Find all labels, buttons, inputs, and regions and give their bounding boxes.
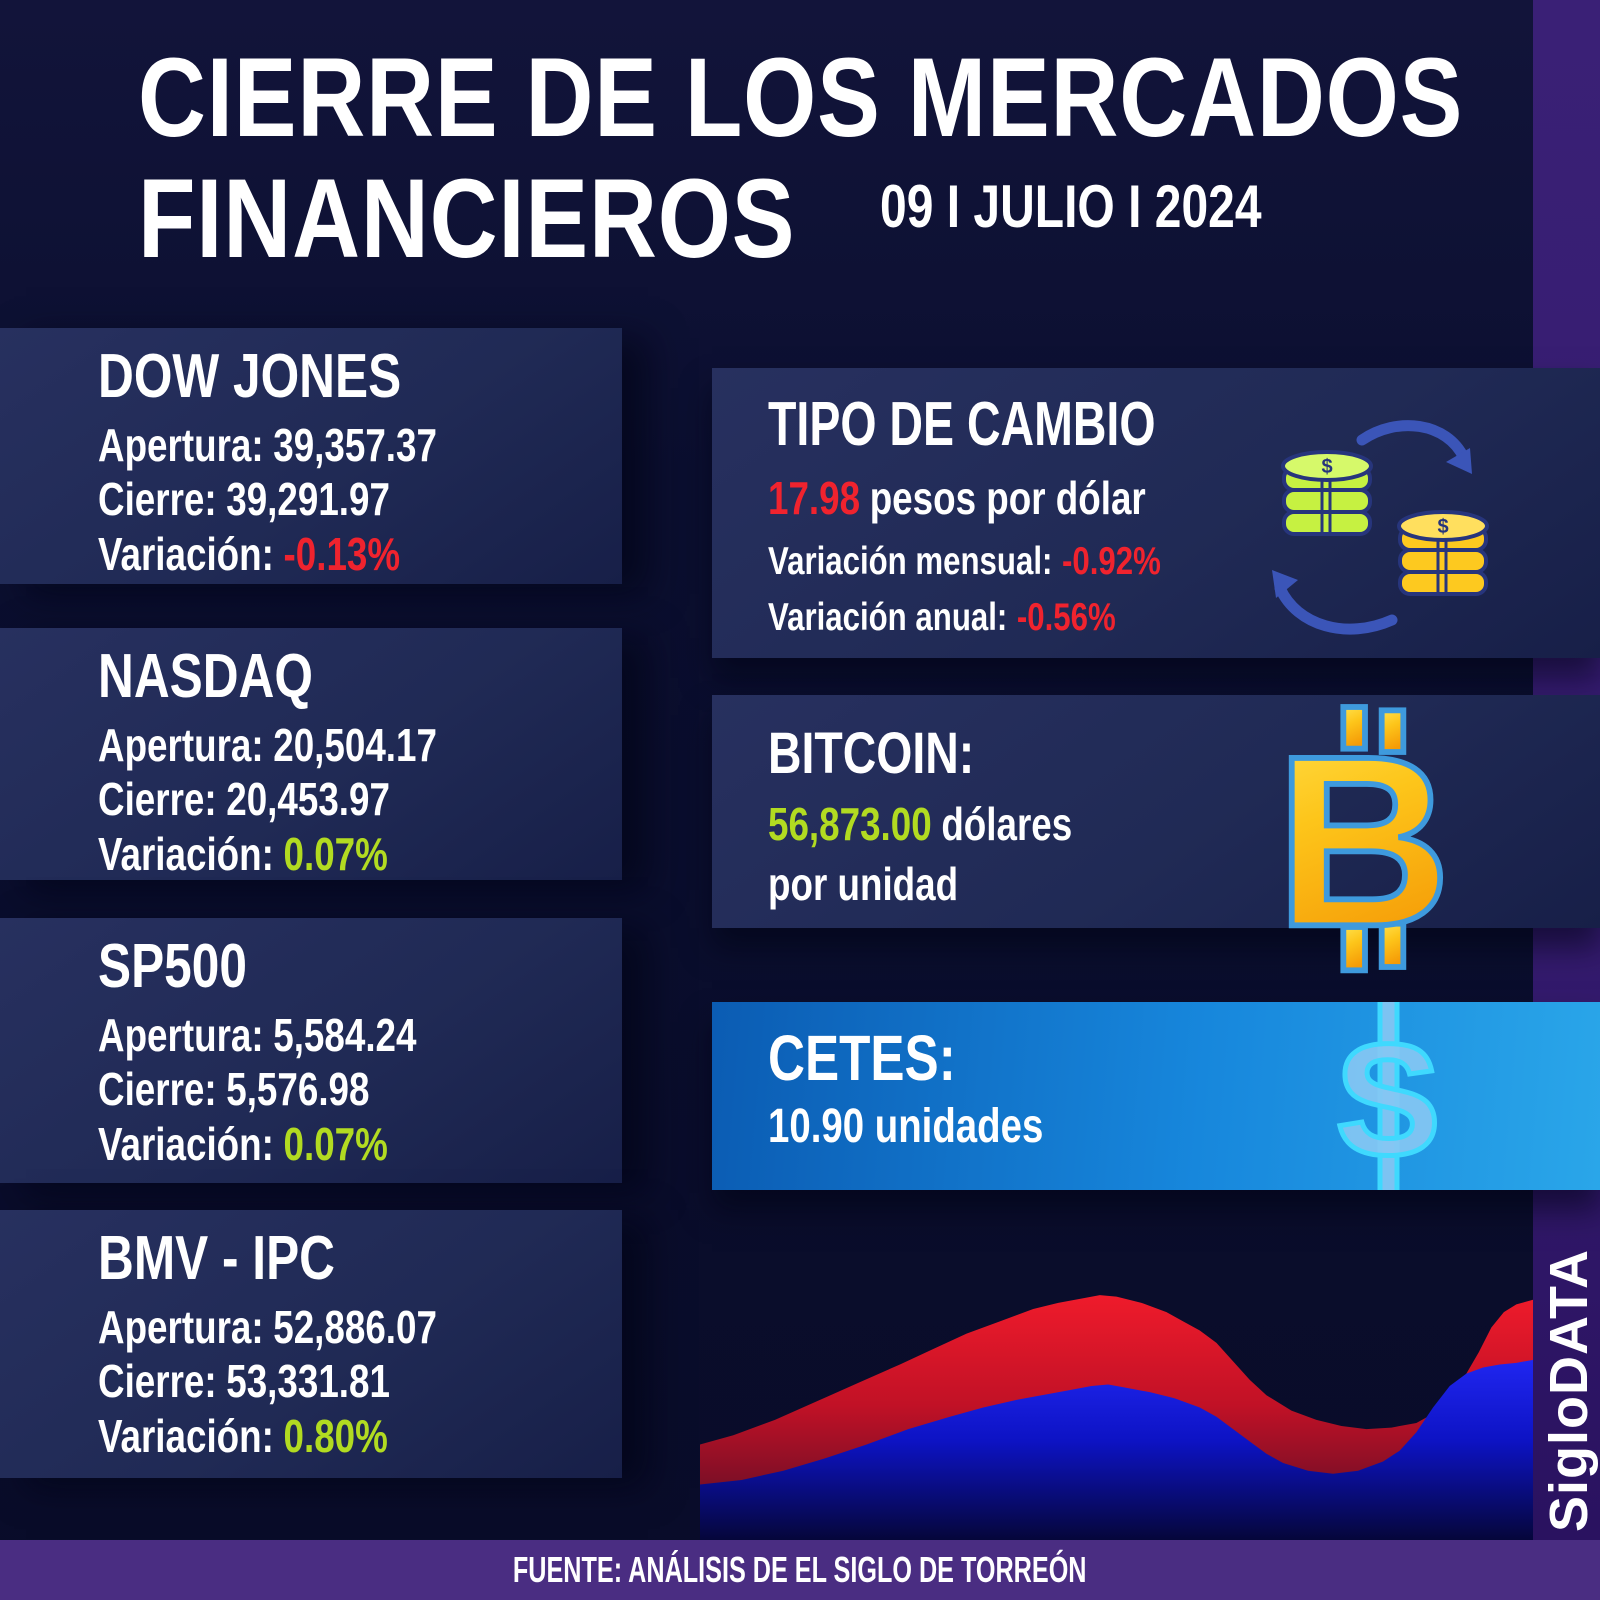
chart-blue-series	[700, 1359, 1533, 1540]
bitcoin-price-row: 56,873.00 dólares	[768, 798, 1073, 850]
index-name: DOW JONES	[98, 342, 402, 411]
gold-coin-stack: $	[1397, 510, 1489, 596]
card-bmv-ipc: BMV - IPC Apertura: 52,886.07 Cierre: 53,3…	[0, 1210, 622, 1478]
cierre-row: Cierre: 5,576.98	[98, 1063, 370, 1116]
brand-vertical-text: SigloDATA	[1539, 1249, 1599, 1532]
exchange-rate-row: 17.98 pesos por dólar	[768, 472, 1146, 524]
coin-exchange-icon: $ $	[1272, 420, 1489, 635]
page-title: CIERRE DE LOS MERCADOS FINANCIEROS	[138, 35, 1600, 281]
title-line1: CIERRE DE LOS MERCADOS	[138, 35, 1464, 160]
source-footer: FUENTE: ANÁLISIS DE EL SIGLO DE TORREÓN	[0, 1540, 1600, 1600]
green-coin-stack: $	[1281, 450, 1373, 536]
card-nasdaq: NASDAQ Apertura: 20,504.17 Cierre: 20,453.…	[0, 628, 622, 880]
exchange-title: TIPO DE CAMBIO	[768, 390, 1156, 459]
svg-text:S: S	[1335, 1012, 1440, 1188]
date-label: 09 I JULIO I 2024	[880, 173, 1262, 240]
svg-text:$: $	[1437, 516, 1448, 538]
apertura-row: Apertura: 5,584.24	[98, 1009, 417, 1061]
title-line2: FINANCIEROS	[138, 155, 796, 281]
index-name: BMV - IPC	[98, 1224, 335, 1293]
index-name: SP500	[98, 932, 247, 1001]
cetes-title: CETES:	[768, 1022, 956, 1094]
apertura-row: Apertura: 20,504.17	[98, 719, 437, 771]
index-name: NASDAQ	[98, 642, 313, 711]
variacion-row: Variación: 0.80%	[98, 1409, 388, 1462]
bitcoin-icon: B	[1273, 702, 1455, 980]
source-text: FUENTE: ANÁLISIS DE EL SIGLO DE TORREÓN	[513, 1549, 1087, 1590]
variacion-row: Variación: -0.13%	[98, 527, 401, 580]
cierre-row: Cierre: 39,291.97	[98, 473, 390, 526]
cierre-row: Cierre: 20,453.97	[98, 773, 390, 826]
card-cetes: CETES: 10.90 unidades S	[712, 1002, 1600, 1190]
exchange-annual-row: Variación anual: -0.56%	[768, 596, 1116, 640]
variacion-row: Variación: 0.07%	[98, 827, 388, 880]
bitcoin-title: BITCOIN:	[768, 721, 975, 786]
svg-text:B: B	[1275, 705, 1451, 977]
area-chart	[700, 1295, 1533, 1540]
card-dow-jones: DOW JONES Apertura: 39,357.37 Cierre: 39,2…	[0, 328, 622, 584]
cetes-value-row: 10.90 unidades	[768, 1100, 1044, 1153]
svg-text:$: $	[1321, 456, 1332, 478]
apertura-row: Apertura: 39,357.37	[98, 419, 437, 471]
dollar-icon: S	[1333, 1002, 1443, 1190]
card-tipo-de-cambio: TIPO DE CAMBIO 17.98 pesos por dólar Vari…	[712, 368, 1600, 658]
card-bitcoin: BITCOIN: 56,873.00 dólares por unidad B	[712, 695, 1600, 980]
apertura-row: Apertura: 52,886.07	[98, 1301, 437, 1353]
exchange-monthly-row: Variación mensual: -0.92%	[768, 539, 1161, 583]
variacion-row: Variación: 0.07%	[98, 1117, 388, 1170]
cierre-row: Cierre: 53,331.81	[98, 1355, 390, 1408]
bitcoin-unit-row: por unidad	[768, 857, 959, 910]
card-sp500: SP500 Apertura: 5,584.24 Cierre: 5,576.98 …	[0, 918, 622, 1183]
